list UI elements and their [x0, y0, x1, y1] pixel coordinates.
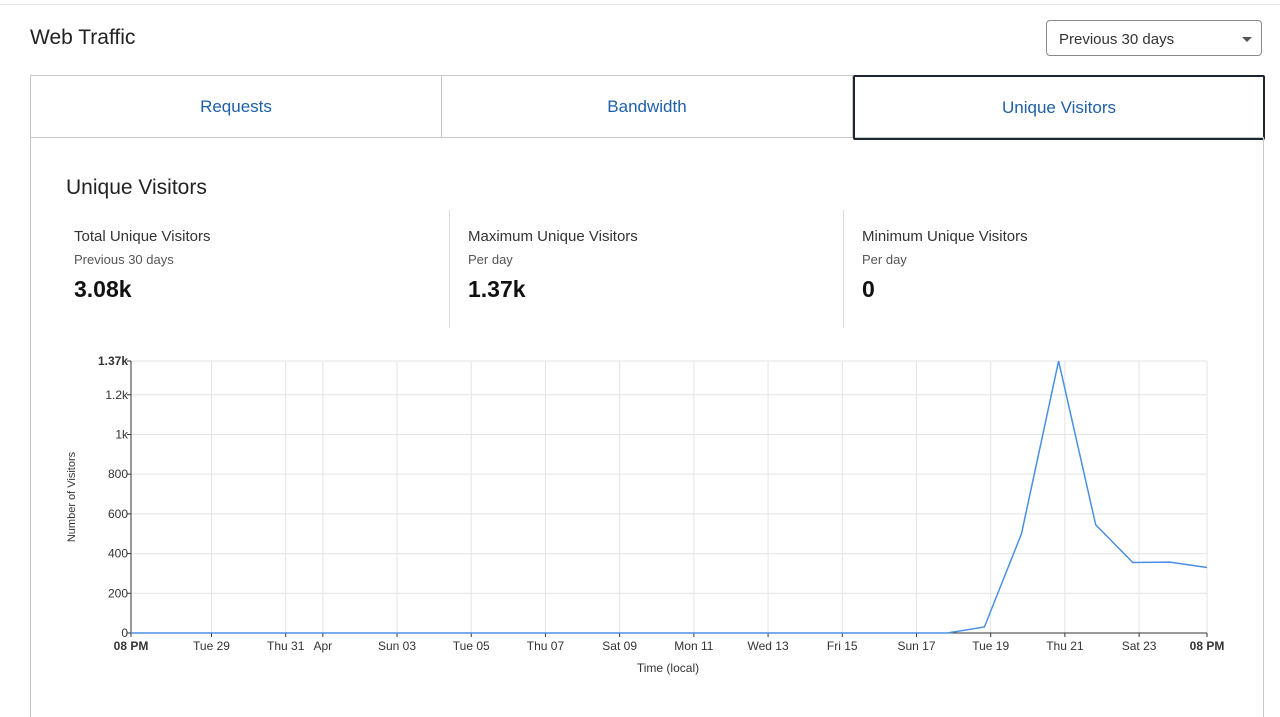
x-tick-label: 08 PM	[1190, 639, 1225, 653]
stat: Total Unique Visitors Previous 30 days 3…	[74, 228, 210, 303]
stat-value: 0	[862, 276, 875, 302]
x-axis-title: Time (local)	[637, 661, 699, 675]
tab[interactable]: Requests	[31, 75, 442, 138]
x-tick-label: Fri 15	[827, 639, 858, 653]
y-tick-label: 0	[121, 626, 128, 640]
range-select-text: Previous 30 days	[1059, 31, 1175, 48]
x-tick-label: Tue 29	[193, 639, 230, 653]
page-title: Web Traffic	[30, 26, 136, 49]
x-tick-label: 08 PM	[114, 639, 149, 653]
stat-sub: Previous 30 days	[74, 252, 174, 267]
stat-value: 3.08k	[74, 276, 132, 302]
x-tick-label: Apr	[313, 639, 332, 653]
y-tick-label: 600	[108, 507, 128, 521]
stat: Maximum Unique Visitors Per day 1.37k	[468, 228, 638, 303]
stat: Minimum Unique Visitors Per day 0	[862, 228, 1028, 303]
stat-value: 1.37k	[468, 276, 526, 302]
y-tick-label: 1k	[115, 427, 129, 441]
panel-title: Unique Visitors	[66, 176, 207, 199]
caret	[1242, 37, 1252, 42]
x-tick-label: Wed 13	[747, 639, 788, 653]
x-tick-label: Tue 19	[972, 639, 1009, 653]
chart: Number of Visitors Time (local) 0 200 400 6…	[66, 354, 1225, 675]
data-line	[131, 360, 1208, 634]
y-axis-title: Number of Visitors	[66, 451, 78, 542]
stat-sub: Per day	[468, 252, 513, 267]
top-border	[0, 4, 1280, 5]
y-tick-label: 400	[108, 547, 128, 561]
divider	[449, 210, 450, 328]
x-tick-label: Thu 07	[527, 639, 565, 653]
range-select[interactable]: Previous 30 days	[1046, 20, 1262, 56]
tab[interactable]: Bandwidth	[442, 75, 853, 138]
stat-sub: Per day	[862, 252, 907, 267]
tab-bar: Requests Bandwidth Unique Visitors	[30, 75, 1265, 140]
y-tick-label: 1.37k	[98, 354, 128, 368]
x-tick-label: Thu 21	[1046, 639, 1084, 653]
divider	[843, 210, 844, 328]
panel	[30, 137, 1264, 717]
x-tick-label: Mon 11	[674, 639, 713, 653]
x-tick-label: Sat 23	[1122, 639, 1157, 653]
stat-label: Maximum Unique Visitors	[468, 228, 638, 245]
y-tick-label: 800	[108, 467, 128, 481]
stat-label: Total Unique Visitors	[74, 228, 211, 245]
x-tick-label: Sun 03	[378, 639, 416, 653]
y-tick-label: 200	[108, 586, 128, 600]
stat-label: Minimum Unique Visitors	[862, 228, 1028, 245]
x-tick-label: Thu 31	[267, 639, 305, 653]
x-tick-label: Tue 05	[453, 639, 490, 653]
y-tick-label: 1.2k	[105, 388, 129, 402]
x-tick-label: Sun 17	[897, 639, 935, 653]
tab-active[interactable]: Unique Visitors	[853, 75, 1265, 140]
x-tick-label: Sat 09	[602, 639, 637, 653]
